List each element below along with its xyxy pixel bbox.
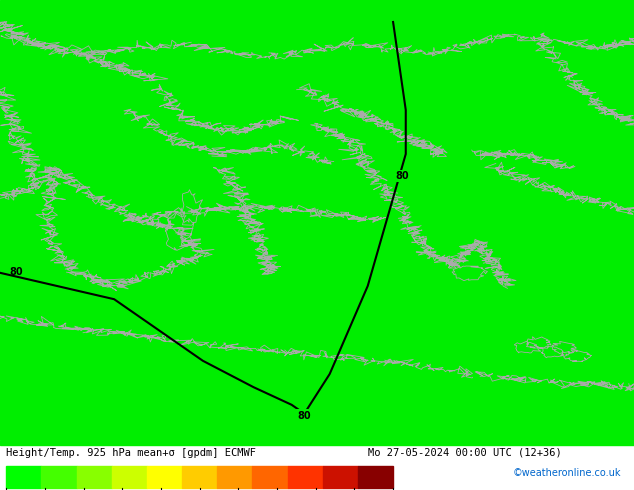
Bar bbox=[182, 466, 217, 488]
Bar bbox=[288, 466, 323, 488]
Bar bbox=[0, 440, 634, 445]
Text: Height/Temp. 925 hPa mean+σ [gpdm] ECMWF: Height/Temp. 925 hPa mean+σ [gpdm] ECMWF bbox=[6, 447, 256, 458]
Bar bbox=[217, 466, 252, 488]
Bar bbox=[77, 466, 112, 488]
Bar bbox=[41, 466, 77, 488]
Bar bbox=[6, 466, 41, 488]
Bar bbox=[252, 466, 288, 488]
Text: 80: 80 bbox=[396, 171, 410, 181]
Text: Mo 27-05-2024 00:00 UTC (12+36): Mo 27-05-2024 00:00 UTC (12+36) bbox=[368, 447, 562, 458]
Bar bbox=[147, 466, 182, 488]
Text: ©weatheronline.co.uk: ©weatheronline.co.uk bbox=[513, 467, 621, 477]
Bar bbox=[112, 466, 147, 488]
Text: 80: 80 bbox=[297, 411, 311, 421]
Bar bbox=[358, 466, 393, 488]
Bar bbox=[323, 466, 358, 488]
Text: 80: 80 bbox=[9, 267, 23, 277]
